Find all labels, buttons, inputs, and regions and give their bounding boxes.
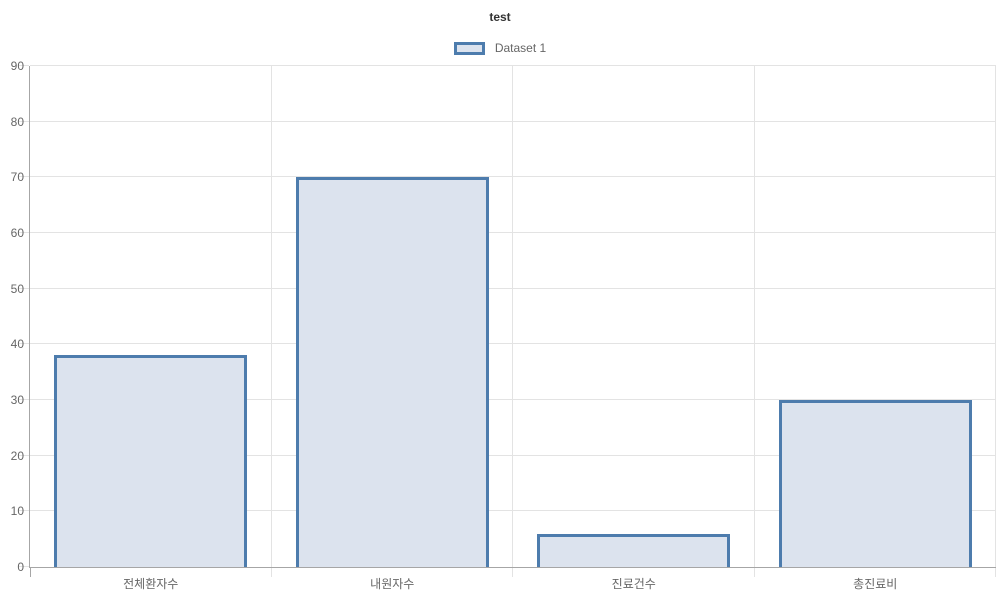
- y-tick-mark-0: [19, 566, 29, 567]
- x-category-label-1: 전체환자수: [123, 577, 179, 591]
- bar-총진료비[interactable]: [778, 400, 972, 567]
- y-tick-mark-70: [19, 176, 29, 178]
- x-tick-mark-3: [753, 568, 755, 577]
- bar-진료건수[interactable]: [537, 533, 731, 567]
- chart-title: test: [489, 10, 511, 24]
- x-tick-mark-2: [512, 568, 513, 577]
- y-gridline-20: [30, 454, 996, 456]
- y-gridline-50: [30, 287, 996, 289]
- y-tick-label-60: 60: [10, 226, 24, 240]
- y-tick-label-10: 10: [10, 504, 24, 519]
- y-tick-label-80: 80: [10, 114, 24, 129]
- y-tick-label-0: 0: [17, 560, 24, 574]
- legend-item-dataset-1[interactable]: Dataset 1: [0, 41, 1000, 55]
- y-gridline-70: [30, 176, 996, 178]
- y-tick-label-20: 20: [10, 448, 24, 463]
- bar-전체환자수[interactable]: [54, 355, 248, 567]
- x-gridline-3: [753, 66, 755, 567]
- x-tick-mark-4: [995, 568, 996, 577]
- x-gridline-2: [512, 66, 513, 567]
- y-gridline-90: [30, 65, 996, 66]
- y-tick-label-50: 50: [10, 281, 24, 296]
- y-gridline-60: [30, 232, 996, 233]
- y-gridline-80: [30, 120, 996, 122]
- y-tick-mark-30: [19, 399, 29, 400]
- x-tick-mark-1: [270, 568, 272, 577]
- x-gridline-4: [995, 66, 996, 567]
- y-tick-mark-20: [19, 454, 29, 456]
- y-tick-label-90: 90: [10, 59, 24, 73]
- y-gridline-40: [30, 343, 996, 345]
- y-tick-mark-90: [19, 65, 29, 66]
- x-gridline-1: [270, 66, 272, 567]
- y-gridline-10: [30, 510, 996, 512]
- x-category-label-3: 진료건수: [611, 577, 656, 591]
- y-tick-label-70: 70: [10, 170, 24, 185]
- y-tick-mark-40: [19, 343, 29, 345]
- y-tick-mark-50: [19, 287, 29, 289]
- plot-area: 0 10 20 30 40 50 60 70 80 90 전체환자수 내원자수 진료건수 총진료비: [11, 59, 996, 591]
- x-category-label-4: 총진료비: [853, 577, 898, 591]
- legend-swatch: [453, 41, 485, 55]
- legend-label: Dataset 1: [494, 41, 547, 55]
- y-tick-mark-10: [19, 510, 29, 512]
- y-tick-mark-80: [19, 120, 29, 122]
- y-tick-mark-60: [19, 232, 29, 233]
- y-tick-label-30: 30: [10, 393, 24, 407]
- y-tick-label-40: 40: [10, 337, 24, 352]
- x-tick-mark-0: [30, 568, 31, 577]
- x-category-label-2: 내원자수: [370, 577, 415, 591]
- bar-내원자수[interactable]: [295, 177, 489, 567]
- y-gridline-30: [30, 399, 996, 400]
